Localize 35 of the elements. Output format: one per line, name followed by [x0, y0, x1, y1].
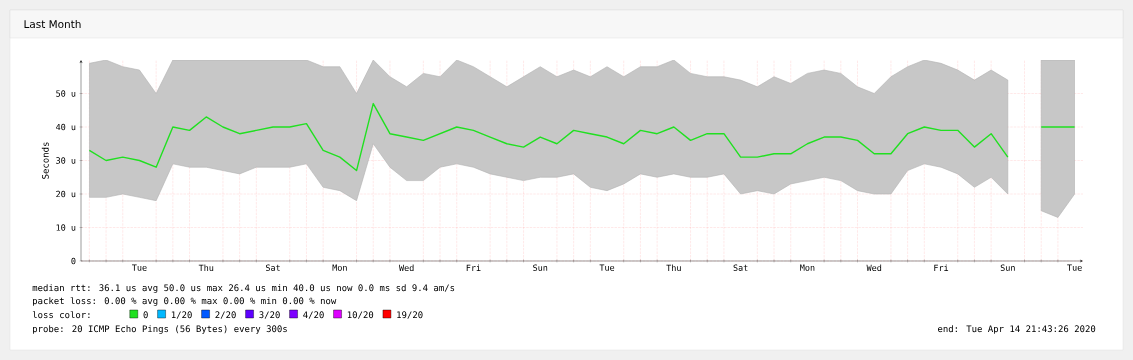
- legend-label: 0: [143, 311, 148, 319]
- x-tick-label: Fri: [466, 264, 481, 271]
- text: end: Tue Apr 14 21:43:26 2020: [937, 325, 1096, 334]
- legend-label: 4/20: [303, 311, 324, 319]
- y-tick-label: 30 u: [56, 157, 76, 164]
- x-tick-label: Sat: [733, 264, 748, 271]
- x-tick-label: Thu: [666, 264, 681, 272]
- x-tick-label: Sun: [1000, 264, 1015, 271]
- legend-label: 1/20: [171, 311, 192, 319]
- y-tick-label: 20 u: [56, 190, 76, 198]
- chart-title: Last Month: [24, 19, 81, 29]
- x-tick-label: Sat: [265, 264, 280, 271]
- legend-label: 19/20: [397, 311, 423, 319]
- y-tick-label: 10 u: [56, 224, 76, 231]
- x-tick-label: Mon: [332, 264, 347, 271]
- text: packet loss: 0.00 % avg 0.00 % max 0.00 % min 0.00 % now: [33, 297, 337, 306]
- x-tick-label: Fri: [934, 264, 949, 271]
- x-tick-label: Thu: [198, 264, 214, 272]
- y-axis-title: Seconds: [41, 142, 49, 179]
- y-tick-label: 40 u: [56, 123, 76, 131]
- x-tick-label: Tue: [599, 264, 615, 271]
- text: probe: 20 ICMP Echo Pings (56 Bytes) every 300s: [33, 325, 287, 334]
- legend-label: 10/20: [347, 311, 374, 319]
- y-tick-label: 50 u: [56, 90, 76, 97]
- legend-label: 3/20: [259, 311, 280, 319]
- x-tick-label: Wed: [398, 264, 414, 272]
- legend-title: loss color:: [32, 311, 90, 319]
- x-tick-label: Tue: [131, 264, 147, 271]
- x-tick-label: Mon: [800, 264, 815, 271]
- x-tick-label: Wed: [866, 264, 882, 272]
- legend-label: 2/20: [215, 311, 236, 319]
- x-tick-label: Sun: [533, 264, 548, 271]
- x-tick-label: Tue: [1067, 264, 1082, 271]
- y-tick-label: 0: [71, 257, 76, 265]
- text: median rtt: 36.1 us avg 50.0 us max 26.4 us min 40.0 us now 0.0 ms sd 9.4 am/s: [32, 284, 455, 293]
